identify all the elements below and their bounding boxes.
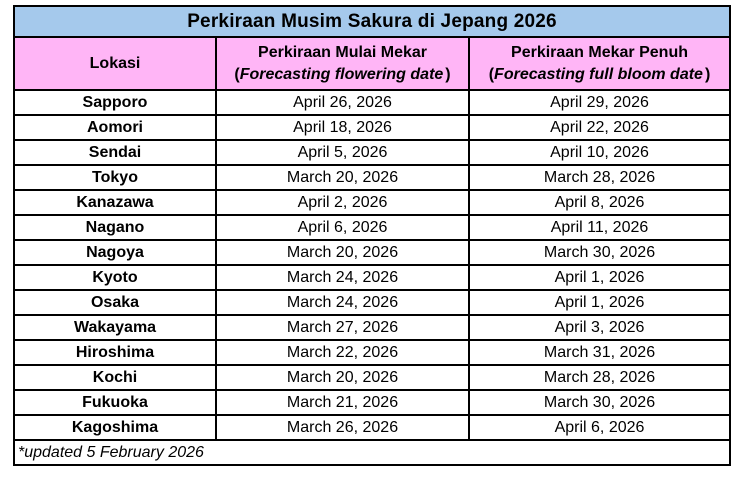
table-row: Kagoshima March 26, 2026 April 6, 2026 bbox=[13, 414, 731, 441]
table-row: Kanazawa April 2, 2026 April 8, 2026 bbox=[13, 189, 731, 216]
full-bloom-date-cell: April 6, 2026 bbox=[468, 414, 731, 441]
full-bloom-date-cell: March 30, 2026 bbox=[468, 239, 731, 266]
full-bloom-date-cell: April 8, 2026 bbox=[468, 189, 731, 216]
table-row: Aomori April 18, 2026 April 22, 2026 bbox=[13, 114, 731, 141]
full-bloom-date-cell: March 28, 2026 bbox=[468, 164, 731, 191]
table-row: Nagoya March 20, 2026 March 30, 2026 bbox=[13, 239, 731, 266]
paren-close: ) bbox=[445, 65, 451, 83]
full-bloom-date-cell: April 10, 2026 bbox=[468, 139, 731, 166]
title-row: Perkiraan Musim Sakura di Jepang 2026 bbox=[13, 5, 731, 38]
table-row: Hiroshima March 22, 2026 March 31, 2026 bbox=[13, 339, 731, 366]
table-row: Sendai April 5, 2026 April 10, 2026 bbox=[13, 139, 731, 166]
full-bloom-date-cell: March 28, 2026 bbox=[468, 364, 731, 391]
location-cell: Kagoshima bbox=[13, 414, 217, 441]
footer-row: *updated 5 February 2026 bbox=[13, 439, 731, 466]
location-cell: Wakayama bbox=[13, 314, 217, 341]
paren-close: ) bbox=[704, 65, 711, 83]
table-row: Kyoto March 24, 2026 April 1, 2026 bbox=[13, 264, 731, 291]
table-row: Kochi March 20, 2026 March 28, 2026 bbox=[13, 364, 731, 391]
full-bloom-date-cell: April 11, 2026 bbox=[468, 214, 731, 241]
table-row: Osaka March 24, 2026 April 1, 2026 bbox=[13, 289, 731, 316]
location-cell: Sendai bbox=[13, 139, 217, 166]
flowering-date-cell: April 6, 2026 bbox=[215, 214, 470, 241]
table-row: Nagano April 6, 2026 April 11, 2026 bbox=[13, 214, 731, 241]
table-row: Wakayama March 27, 2026 April 3, 2026 bbox=[13, 314, 731, 341]
flowering-date-cell: March 20, 2026 bbox=[215, 239, 470, 266]
table-title: Perkiraan Musim Sakura di Jepang 2026 bbox=[13, 5, 731, 38]
flowering-date-cell: April 26, 2026 bbox=[215, 89, 470, 116]
flowering-date-cell: April 2, 2026 bbox=[215, 189, 470, 216]
sakura-forecast-table-container: Perkiraan Musim Sakura di Jepang 2026 Lo… bbox=[13, 5, 731, 466]
paren-open: ( bbox=[488, 65, 495, 83]
full-bloom-date-cell: April 3, 2026 bbox=[468, 314, 731, 341]
location-cell: Kochi bbox=[13, 364, 217, 391]
full-bloom-date-cell: March 31, 2026 bbox=[468, 339, 731, 366]
column-header-flowering-english: Forecasting flowering date bbox=[239, 65, 444, 83]
column-header-flowering-line2: (Forecasting flowering date) bbox=[218, 64, 467, 86]
full-bloom-date-cell: April 29, 2026 bbox=[468, 89, 731, 116]
flowering-date-cell: March 26, 2026 bbox=[215, 414, 470, 441]
location-cell: Sapporo bbox=[13, 89, 217, 116]
column-header-full-bloom-line1: Perkiraan Mekar Penuh bbox=[511, 43, 688, 61]
table-body: Sapporo April 26, 2026 April 29, 2026 Ao… bbox=[13, 89, 731, 441]
location-cell: Hiroshima bbox=[13, 339, 217, 366]
flowering-date-cell: March 24, 2026 bbox=[215, 264, 470, 291]
location-cell: Tokyo bbox=[13, 164, 217, 191]
location-cell: Fukuoka bbox=[13, 389, 217, 416]
full-bloom-date-cell: March 30, 2026 bbox=[468, 389, 731, 416]
location-cell: Osaka bbox=[13, 289, 217, 316]
column-header-location: Lokasi bbox=[13, 36, 217, 91]
flowering-date-cell: March 20, 2026 bbox=[215, 364, 470, 391]
table-row: Tokyo March 20, 2026 March 28, 2026 bbox=[13, 164, 731, 191]
flowering-date-cell: March 27, 2026 bbox=[215, 314, 470, 341]
column-header-flowering-line1: Perkiraan Mulai Mekar bbox=[258, 43, 427, 61]
header-row: Lokasi Perkiraan Mulai Mekar (Forecastin… bbox=[13, 36, 731, 91]
location-cell: Nagano bbox=[13, 214, 217, 241]
paren-open: ( bbox=[234, 65, 240, 83]
table-row: Sapporo April 26, 2026 April 29, 2026 bbox=[13, 89, 731, 116]
flowering-date-cell: March 20, 2026 bbox=[215, 164, 470, 191]
flowering-date-cell: April 18, 2026 bbox=[215, 114, 470, 141]
location-cell: Aomori bbox=[13, 114, 217, 141]
sakura-forecast-table: Perkiraan Musim Sakura di Jepang 2026 Lo… bbox=[13, 5, 731, 466]
flowering-date-cell: March 24, 2026 bbox=[215, 289, 470, 316]
full-bloom-date-cell: April 1, 2026 bbox=[468, 289, 731, 316]
full-bloom-date-cell: April 22, 2026 bbox=[468, 114, 731, 141]
table-row: Fukuoka March 21, 2026 March 30, 2026 bbox=[13, 389, 731, 416]
column-header-full-bloom-line2: (Forecasting full bloom date) bbox=[471, 64, 728, 86]
flowering-date-cell: April 5, 2026 bbox=[215, 139, 470, 166]
location-cell: Kyoto bbox=[13, 264, 217, 291]
flowering-date-cell: March 22, 2026 bbox=[215, 339, 470, 366]
column-header-full-bloom-english: Forecasting full bloom date bbox=[494, 65, 703, 83]
full-bloom-date-cell: April 1, 2026 bbox=[468, 264, 731, 291]
column-header-full-bloom: Perkiraan Mekar Penuh (Forecasting full … bbox=[468, 36, 731, 91]
updated-note: *updated 5 February 2026 bbox=[13, 439, 731, 466]
location-cell: Nagoya bbox=[13, 239, 217, 266]
column-header-flowering: Perkiraan Mulai Mekar (Forecasting flowe… bbox=[215, 36, 470, 91]
flowering-date-cell: March 21, 2026 bbox=[215, 389, 470, 416]
location-cell: Kanazawa bbox=[13, 189, 217, 216]
